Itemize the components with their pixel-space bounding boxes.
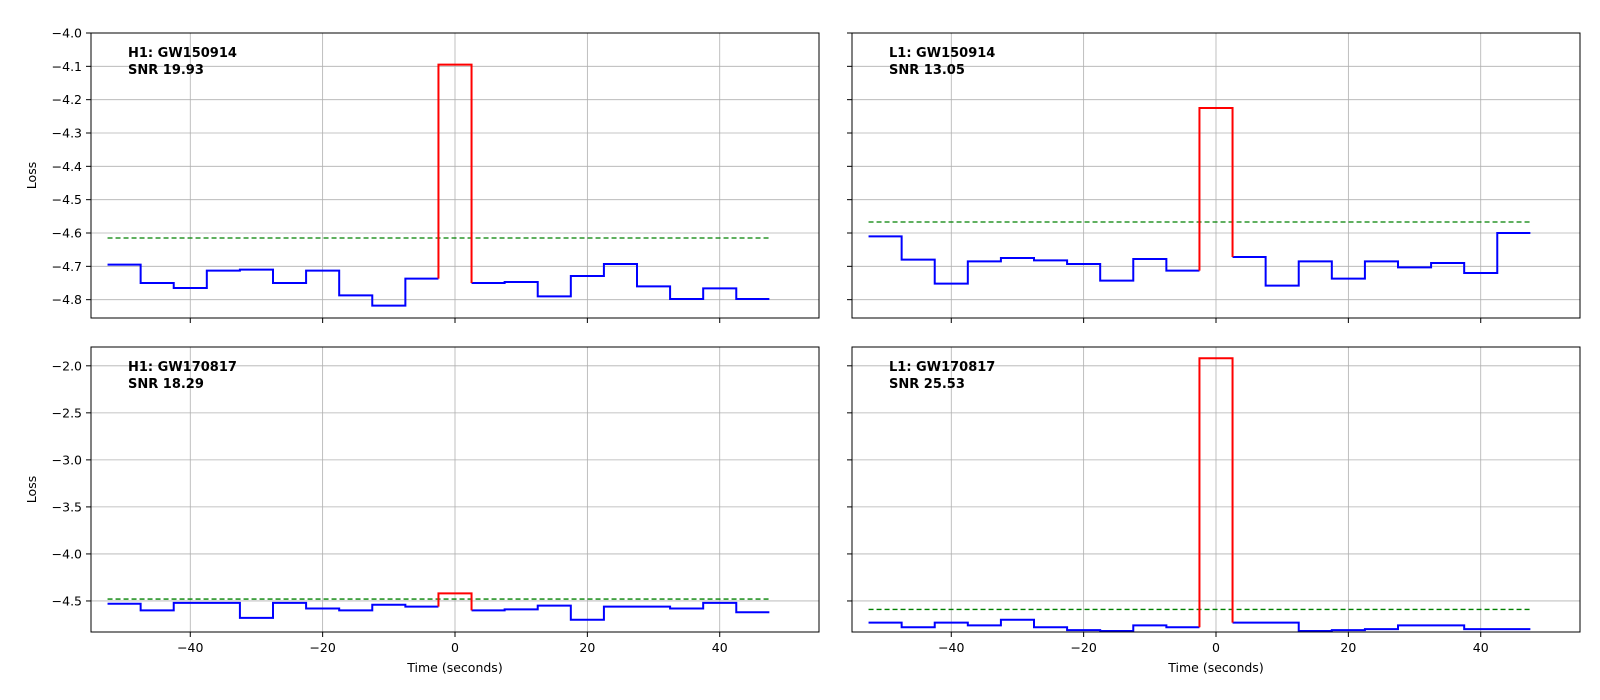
- event-window-line: [1198, 357, 1234, 628]
- panel-4: −40 −20 0 20 40 Time (seconds) L1: GW170817 SNR…: [847, 346, 1581, 675]
- y-tick-label: −4.8: [52, 292, 82, 307]
- y-tick-label: −3.0: [52, 452, 82, 467]
- y-tick-label: −4.6: [52, 226, 82, 241]
- panel-event-label: H1: GW170817: [128, 360, 237, 375]
- x-axis-label: Time (seconds): [406, 660, 502, 675]
- panel-snr-label: SNR 18.29: [128, 377, 204, 392]
- event-window-line: [437, 592, 473, 611]
- x-tick-label: −20: [1070, 640, 1096, 655]
- y-axis-label: Loss: [24, 476, 39, 503]
- background-series-line: [868, 618, 1531, 633]
- y-tick-label: −2.5: [52, 405, 82, 420]
- y-tick-label: −4.7: [52, 259, 82, 274]
- background-series-line: [107, 263, 770, 307]
- background-series-line: [107, 601, 770, 621]
- x-tick-label: 20: [579, 640, 595, 655]
- y-tick-label: −4.0: [52, 26, 82, 41]
- x-axis-label: Time (seconds): [1167, 660, 1263, 675]
- panel-1: −4.8 −4.7 −4.6 −4.5 −4.4 −4.3 −4.2 −4.1 −4.0 Loss…: [24, 26, 820, 323]
- y-tick-label: −2.0: [52, 358, 82, 373]
- panel-snr-label: SNR 13.05: [889, 63, 965, 78]
- y-tick-label: −4.5: [52, 593, 82, 608]
- y-tick-label: −4.1: [52, 59, 82, 74]
- y-tick-label: −4.4: [52, 159, 82, 174]
- x-tick-label: 20: [1340, 640, 1356, 655]
- panel-event-label: L1: GW150914: [889, 46, 995, 61]
- background-series-line: [868, 232, 1531, 287]
- x-tick-label: −40: [177, 640, 203, 655]
- event-window-line: [1198, 107, 1234, 271]
- event-window-line: [437, 63, 473, 283]
- panel-3: −40 −20 0 20 40 −4.5 −4.0 −3.5 −3.0 −2.5 −2.0 Loss T…: [24, 346, 820, 675]
- y-tick-label: −4.0: [52, 546, 82, 561]
- x-tick-label: −20: [309, 640, 335, 655]
- panel-2: L1: GW150914 SNR 13.05: [847, 32, 1581, 323]
- x-tick-label: 40: [1473, 640, 1489, 655]
- y-tick-label: −4.2: [52, 92, 82, 107]
- x-tick-label: 40: [712, 640, 728, 655]
- x-tick-label: 0: [451, 640, 459, 655]
- y-axis-label: Loss: [24, 162, 39, 189]
- panel-event-label: L1: GW170817: [889, 360, 995, 375]
- y-tick-label: −4.3: [52, 126, 82, 141]
- x-tick-label: 0: [1212, 640, 1220, 655]
- panel-snr-label: SNR 19.93: [128, 63, 204, 78]
- x-tick-label: −40: [938, 640, 964, 655]
- y-tick-label: −3.5: [52, 499, 82, 514]
- y-tick-label: −4.5: [52, 192, 82, 207]
- panel-snr-label: SNR 25.53: [889, 377, 965, 392]
- panel-event-label: H1: GW150914: [128, 46, 237, 61]
